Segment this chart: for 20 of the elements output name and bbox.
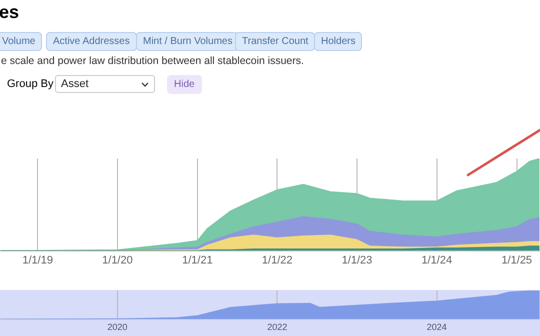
x-tick-label: 1/1/21 [182, 254, 213, 266]
text: Group By [7, 78, 54, 90]
x-tick-label: 1/1/22 [262, 254, 293, 266]
text: Active Addresses [46, 32, 137, 51]
text: Holders [314, 32, 362, 51]
chart-subtitle: e scale and power law distribution between all stablecoin issuers. [1, 55, 304, 67]
x-tick-label: 1/1/24 [421, 254, 452, 266]
x-tick-label: 2024 [426, 322, 447, 332]
x-tick-label: 1/1/23 [342, 254, 372, 266]
x-tick-label: 1/1/19 [22, 254, 53, 266]
text: Volume [0, 32, 42, 51]
text: Mint / Burn Volumes [136, 32, 240, 51]
x-tick-label: 2022 [267, 322, 288, 332]
x-tick-label: 1/1/25 [501, 254, 532, 266]
text: Transfer Count [235, 32, 316, 51]
x-tick-label: 1/1/20 [102, 254, 133, 266]
text: Hide [167, 75, 202, 94]
x-tick-label: 2020 [107, 322, 128, 332]
chart-title: es [0, 2, 20, 23]
text: Asset [55, 75, 155, 93]
